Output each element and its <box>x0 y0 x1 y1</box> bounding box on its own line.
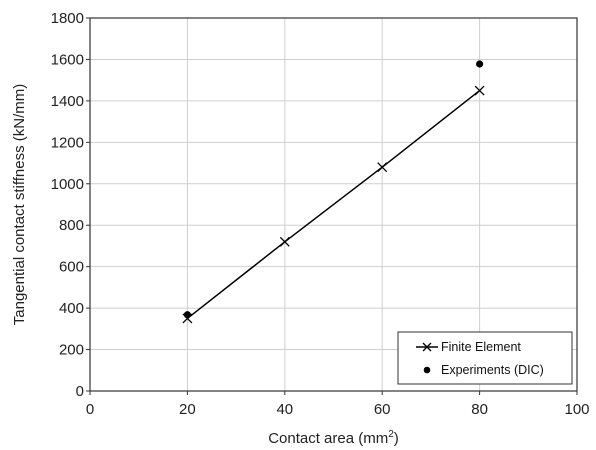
legend: Finite Element Experiments (DIC) <box>397 331 573 385</box>
plot-area <box>89 17 578 392</box>
y-tick-label: 1000 <box>51 176 84 193</box>
y-tick-label: 600 <box>59 259 84 276</box>
experiments-point <box>476 60 484 68</box>
x-axis-label: Contact area (mm2) <box>268 429 399 447</box>
x-axis-label-superscript: 2 <box>388 429 394 440</box>
y-tick-label: 1600 <box>51 51 84 68</box>
y-axis-label: Tangential contact stiffness (kN/mm) <box>11 84 28 325</box>
x-axis-label-text: Contact area (mm <box>268 430 388 447</box>
y-tick-label: 800 <box>59 217 84 234</box>
experiments-point <box>183 311 191 319</box>
legend-box <box>397 331 573 385</box>
finite-element-point <box>474 85 485 96</box>
legend-finite-element-label: Finite Element <box>441 340 521 354</box>
y-tick-label: 1200 <box>51 134 84 151</box>
x-tick-label: 40 <box>276 401 293 418</box>
x-axis-label-suffix: ) <box>394 430 399 447</box>
x-tick-label: 100 <box>564 401 589 418</box>
legend-finite-element-marker <box>422 342 432 352</box>
x-tick-label: 80 <box>471 401 488 418</box>
x-tick-label: 20 <box>179 401 196 418</box>
grid <box>90 18 577 391</box>
y-tick-label: 1800 <box>51 10 84 27</box>
legend-experiments-marker <box>423 366 431 374</box>
x-tick-label: 0 <box>86 401 94 418</box>
x-tick-label: 60 <box>374 401 391 418</box>
y-tick-label: 1400 <box>51 93 84 110</box>
series-layer <box>182 60 485 324</box>
series-finite-element-line <box>186 89 481 320</box>
legend-experiments-label: Experiments (DIC) <box>441 363 544 377</box>
axis-ticks: 0 20 40 60 80 1000200400600800100012001400160… <box>51 10 590 418</box>
finite-element-point <box>279 236 290 247</box>
y-tick-label: 200 <box>59 342 84 359</box>
finite-element-point <box>377 162 388 173</box>
legend-cross-shape <box>422 342 432 352</box>
y-tick-label: 400 <box>59 300 84 317</box>
y-tick-label: 0 <box>76 383 84 400</box>
